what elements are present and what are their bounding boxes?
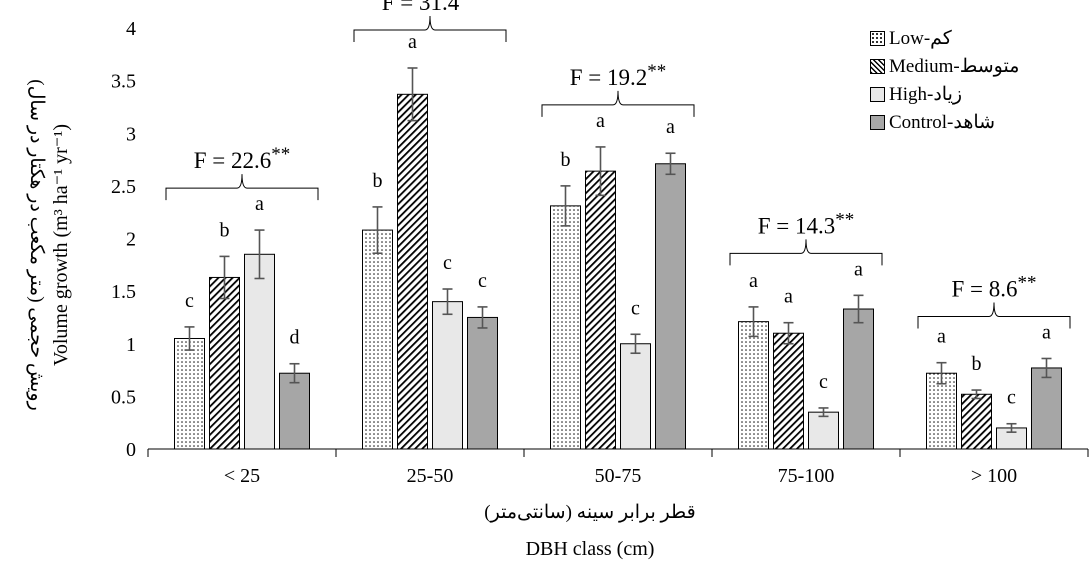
y-tick-label: 1 (126, 334, 136, 356)
legend-swatch-control (870, 114, 885, 130)
significance-letter: c (631, 297, 640, 319)
group-brace (917, 302, 1071, 329)
bar (362, 229, 393, 450)
legend-swatch-high (870, 86, 885, 102)
y-axis-label-persian: رویش حجمی (متر مکعب در هکتار در سال) (26, 79, 47, 410)
y-tick-label: 0.5 (111, 386, 136, 408)
bar (585, 170, 616, 450)
f-statistic: F = 31.4** (382, 0, 479, 15)
y-tick-label: 1.5 (111, 281, 136, 303)
significance-letter: d (290, 327, 300, 349)
bar (655, 163, 686, 450)
legend-label-control: Control-شاهد (889, 111, 996, 133)
f-statistic: F = 19.2** (570, 61, 667, 90)
x-tick-label: 50-75 (595, 465, 642, 487)
significance-letter: a (255, 193, 264, 215)
y-tick-label: 0 (126, 439, 136, 461)
significance-letter: c (1007, 387, 1016, 409)
x-axis-label-english: DBH class (cm) (526, 538, 655, 560)
bar (209, 276, 240, 450)
y-tick-label: 2 (126, 229, 136, 251)
x-axis-label-persian: قطر برابر سینه (سانتی‌متر) (484, 502, 695, 523)
bars-layer (174, 67, 1062, 450)
y-tick-label: 3.5 (111, 71, 136, 93)
legend-item-control: Control-شاهد (870, 108, 1019, 136)
f-statistic: F = 8.6** (951, 272, 1036, 301)
bar (961, 393, 992, 450)
y-tick-label: 4 (126, 18, 136, 40)
bar (1031, 367, 1062, 450)
significance-letter: a (408, 31, 417, 53)
group-brace (353, 15, 507, 42)
f-statistic: F = 22.6** (194, 144, 291, 173)
legend-label-medium: Medium-متوسط (889, 55, 1020, 77)
significance-letter: c (443, 252, 452, 274)
bar (397, 93, 428, 450)
legend-label-low: Low-کم (889, 27, 952, 49)
axes-layer: 0 0.5 1 1.5 2 2.5 3 3.5 4 < 25 25-50 50-75 75-100 > 1… (111, 18, 1089, 487)
significance-letter: a (749, 270, 758, 292)
significance-letter: b (220, 219, 230, 241)
significance-letter: b (373, 170, 383, 192)
bar (550, 205, 581, 450)
significance-letter: a (596, 110, 605, 132)
x-tick-label: < 25 (224, 465, 260, 487)
x-tick-label: 75-100 (778, 465, 835, 487)
group-brace (729, 239, 883, 266)
bar (244, 253, 275, 450)
significance-letter: a (784, 286, 793, 308)
significance-letter: b (561, 149, 571, 171)
y-axis-label-english: Volume growth (m³ ha⁻¹ yr⁻¹) (50, 124, 72, 366)
x-tick-label: 25-50 (407, 465, 454, 487)
bar (620, 343, 651, 450)
f-statistic: F = 14.3** (758, 209, 855, 238)
bar (773, 332, 804, 450)
bar (174, 337, 205, 450)
legend-item-high: High-زیاد (870, 80, 1019, 108)
legend: Low-کم Medium-متوسط High-زیاد Control-شا… (870, 24, 1019, 136)
significance-letter: c (819, 371, 828, 393)
legend-label-high: High-زیاد (889, 83, 963, 105)
bar (843, 308, 874, 450)
significance-letter: b (972, 353, 982, 375)
bar (279, 372, 310, 450)
legend-item-low: Low-کم (870, 24, 1019, 52)
bar (808, 411, 839, 450)
group-brace (541, 90, 695, 117)
x-tick-label: > 100 (971, 465, 1017, 487)
y-tick-label: 3 (126, 123, 136, 145)
significance-letter: c (478, 270, 487, 292)
significance-letter: a (1042, 321, 1051, 343)
bar (432, 301, 463, 450)
annotations-layer: c b a d F = 22.6** b a c c F = 31.4** b a c a F = 19.2… (165, 0, 1071, 409)
significance-letter: a (937, 326, 946, 348)
legend-item-medium: Medium-متوسط (870, 52, 1019, 80)
group-brace (165, 174, 319, 201)
significance-letter: a (854, 258, 863, 280)
legend-swatch-medium (870, 58, 885, 74)
bar (738, 321, 769, 450)
bar (467, 316, 498, 450)
significance-letter: c (185, 290, 194, 312)
y-tick-label: 2.5 (111, 176, 136, 198)
bar (926, 372, 957, 450)
significance-letter: a (666, 116, 675, 138)
legend-swatch-low (870, 30, 885, 46)
